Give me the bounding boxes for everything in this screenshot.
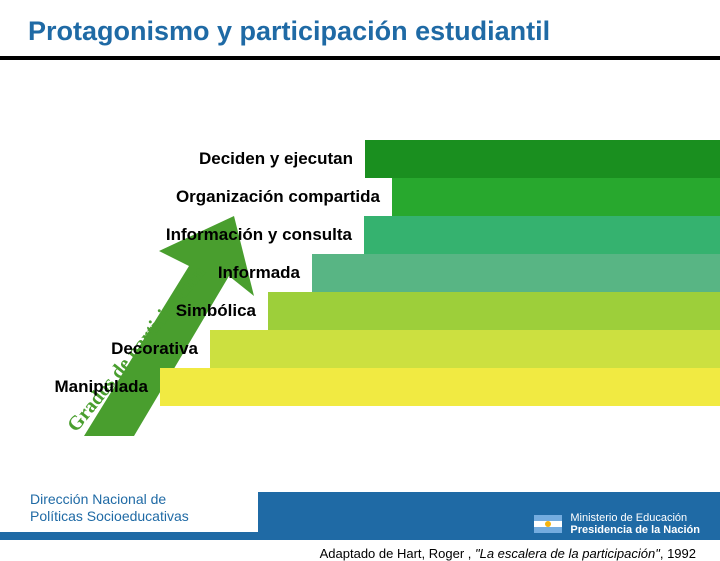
- ministry-line1: Ministerio de Educación: [570, 512, 700, 524]
- step-label: Decorativa: [111, 339, 210, 359]
- step-bar: [268, 292, 720, 330]
- step-bar: [392, 178, 720, 216]
- caption-prefix: Adaptado de Hart, Roger ,: [320, 546, 475, 561]
- footer-ministry: Ministerio de Educación Presidencia de l…: [534, 512, 700, 536]
- caption-suffix: , 1992: [660, 546, 696, 561]
- footer-left-text: Dirección Nacional de Políticas Socioedu…: [30, 491, 189, 526]
- step-label: Simbólica: [176, 301, 268, 321]
- footer-left-line1: Dirección Nacional de: [30, 491, 166, 507]
- step-bar: [365, 140, 720, 178]
- step-row: Manipulada: [160, 368, 720, 406]
- step-label: Deciden y ejecutan: [199, 149, 365, 169]
- step-label: Manipulada: [54, 377, 160, 397]
- step-row: Deciden y ejecutan: [365, 140, 720, 178]
- ministry-line2: Presidencia de la Nación: [570, 524, 700, 536]
- step-row: Información y consulta: [364, 216, 720, 254]
- step-bar: [364, 216, 720, 254]
- step-bar: [210, 330, 720, 368]
- step-row: Simbólica: [268, 292, 720, 330]
- page-title: Protagonismo y participación estudiantil: [28, 16, 550, 47]
- step-label: Información y consulta: [166, 225, 364, 245]
- caption-italic: "La escalera de la participación": [475, 546, 660, 561]
- ministry-text: Ministerio de Educación Presidencia de l…: [570, 512, 700, 536]
- caption: Adaptado de Hart, Roger , "La escalera d…: [320, 546, 696, 561]
- footer-left: Dirección Nacional de Políticas Socioedu…: [0, 484, 258, 532]
- flag-icon: [534, 515, 562, 533]
- step-row: Decorativa: [210, 330, 720, 368]
- step-row: Organización compartida: [392, 178, 720, 216]
- participation-diagram: Grados de participación Deciden y ejecut…: [0, 110, 720, 480]
- step-row: Informada: [312, 254, 720, 292]
- step-label: Organización compartida: [176, 187, 392, 207]
- footer-left-line2: Políticas Socioeducativas: [30, 508, 189, 524]
- step-bar: [160, 368, 720, 406]
- step-bar: [312, 254, 720, 292]
- title-underline: [0, 56, 720, 60]
- step-label: Informada: [218, 263, 312, 283]
